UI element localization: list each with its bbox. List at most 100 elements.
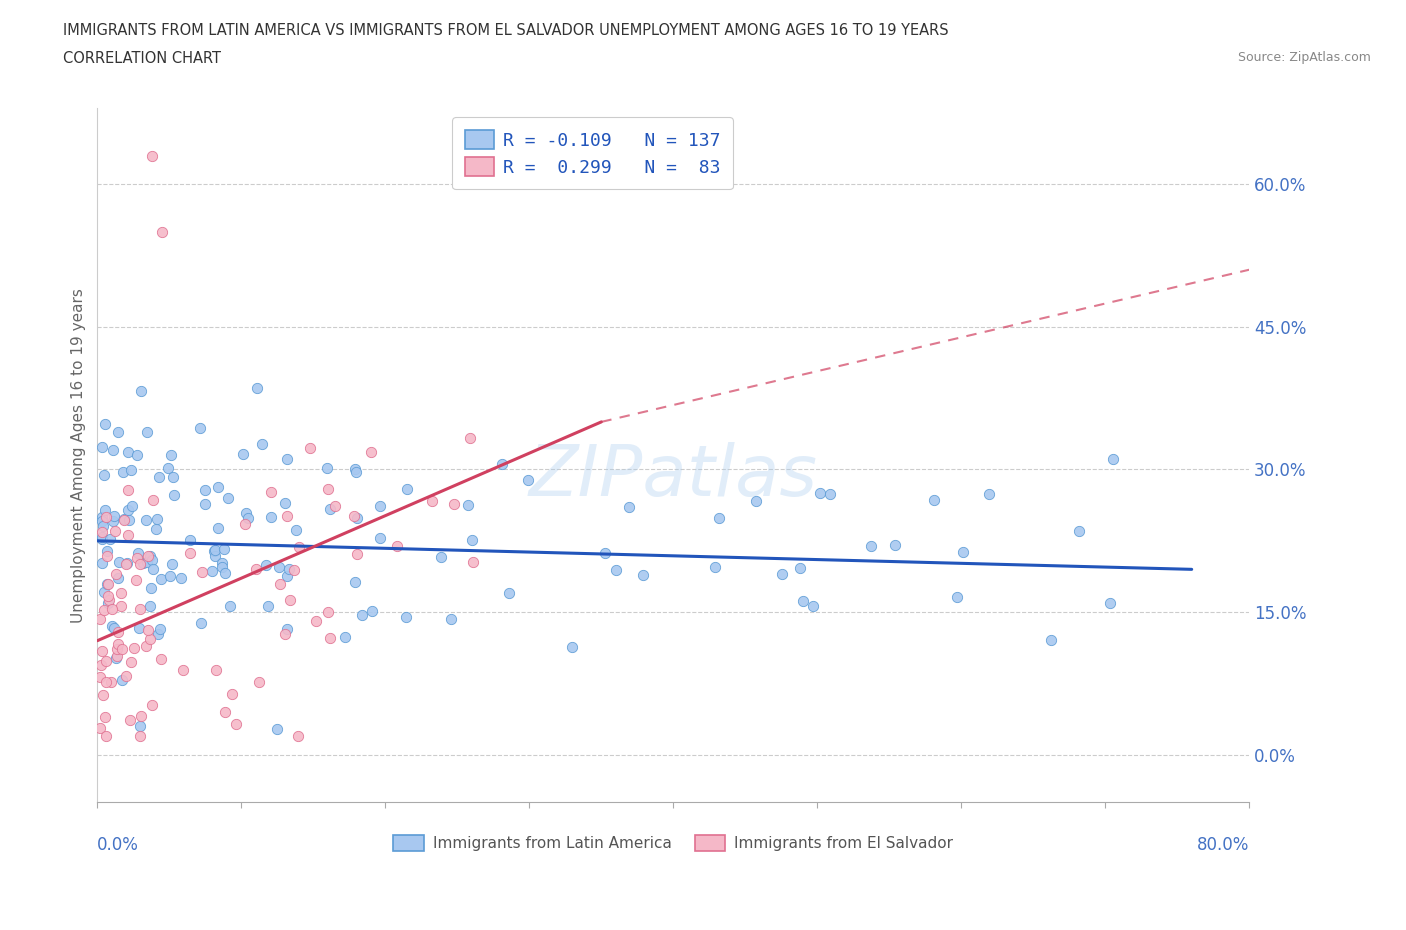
Point (517, 472, 540, 487)
Text: 0.0%: 0.0% (97, 836, 139, 854)
Point (233, 517, 256, 532)
Point (141, 553, 163, 568)
Point (120, 654, 142, 669)
Point (139, 580, 162, 595)
Text: ZIPatlas: ZIPatlas (529, 442, 818, 511)
Point (129, 384, 152, 399)
Point (127, 546, 149, 561)
Point (103, 508, 125, 523)
Point (94, 728, 117, 743)
Point (266, 721, 288, 736)
Point (368, 498, 391, 513)
Point (191, 565, 214, 579)
Point (350, 607, 373, 622)
Point (789, 561, 811, 576)
Point (201, 563, 224, 578)
Point (91, 643, 114, 658)
Point (274, 627, 297, 642)
Point (150, 224, 173, 239)
Point (94, 710, 117, 724)
Point (96, 548, 118, 563)
Point (605, 563, 627, 578)
Point (101, 443, 124, 458)
Point (316, 605, 339, 620)
Point (1040, 632, 1063, 647)
Point (344, 461, 367, 476)
Point (269, 577, 291, 591)
Point (344, 575, 367, 590)
Point (141, 698, 163, 712)
Point (160, 447, 183, 462)
Point (420, 494, 443, 509)
Point (202, 543, 225, 558)
Point (344, 465, 367, 480)
Point (278, 592, 301, 607)
Point (120, 462, 142, 477)
Point (101, 602, 124, 617)
Point (260, 509, 283, 524)
Point (105, 566, 128, 581)
Point (217, 490, 239, 505)
Point (118, 512, 141, 527)
Point (368, 531, 391, 546)
Point (110, 599, 132, 614)
Point (801, 598, 824, 613)
Point (343, 509, 366, 524)
Point (277, 562, 299, 577)
Point (91, 519, 114, 534)
Point (162, 487, 184, 502)
Point (89, 611, 111, 626)
Point (977, 486, 1000, 501)
Point (132, 556, 155, 571)
Point (125, 573, 148, 588)
Point (111, 465, 134, 480)
Point (96, 674, 118, 689)
Point (125, 447, 148, 462)
Point (107, 425, 129, 440)
Text: IMMIGRANTS FROM LATIN AMERICA VS IMMIGRANTS FROM EL SALVADOR UNEMPLOYMENT AMONG : IMMIGRANTS FROM LATIN AMERICA VS IMMIGRA… (63, 23, 949, 38)
Point (146, 626, 169, 641)
Point (461, 533, 484, 548)
Point (745, 494, 768, 509)
Point (443, 497, 465, 512)
Point (792, 593, 814, 608)
Point (190, 616, 212, 631)
Point (142, 493, 165, 508)
Point (204, 549, 226, 564)
Point (136, 549, 159, 564)
Point (274, 496, 297, 511)
Point (105, 651, 128, 666)
Point (90, 440, 112, 455)
Point (128, 718, 150, 733)
Point (120, 712, 142, 727)
Point (276, 452, 298, 467)
Point (818, 487, 841, 502)
Point (491, 457, 513, 472)
Point (90, 658, 112, 672)
Point (117, 445, 139, 459)
Point (97, 577, 120, 591)
Point (121, 498, 143, 513)
Point (498, 586, 520, 601)
Point (89, 669, 111, 684)
Point (316, 460, 339, 475)
Point (238, 511, 260, 525)
Point (93, 468, 115, 483)
Point (157, 460, 180, 475)
Point (122, 641, 145, 656)
Point (319, 501, 342, 516)
Point (1067, 524, 1090, 538)
Point (207, 480, 229, 495)
Point (207, 521, 229, 536)
Point (267, 560, 290, 575)
Point (395, 482, 418, 497)
Point (211, 556, 233, 571)
Point (395, 609, 418, 624)
Point (179, 546, 201, 561)
Point (319, 631, 342, 645)
Point (127, 551, 149, 565)
Point (94, 503, 117, 518)
Point (631, 567, 654, 582)
Point (703, 560, 725, 575)
Point (276, 622, 298, 637)
